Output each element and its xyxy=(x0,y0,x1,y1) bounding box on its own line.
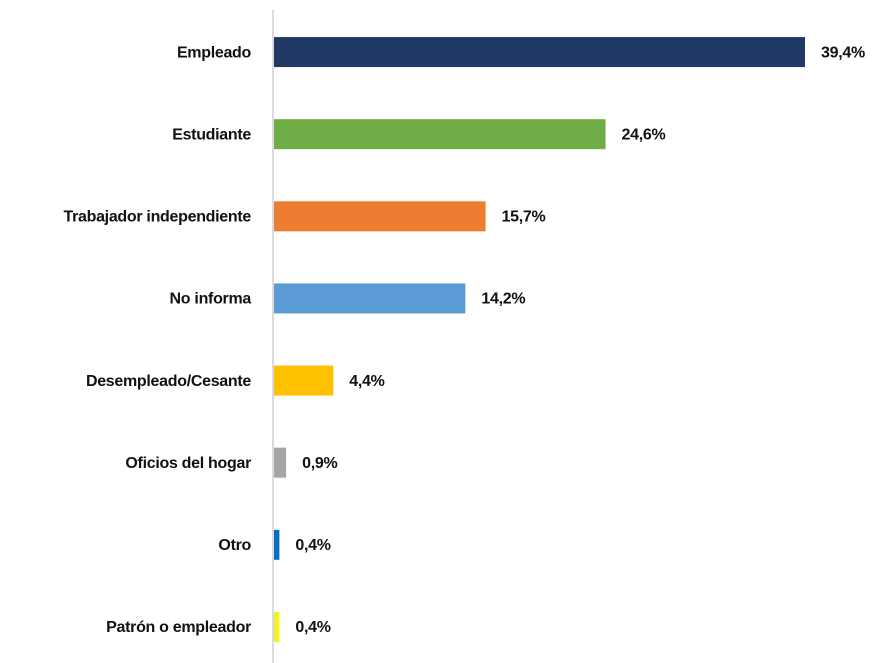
category-label: Patrón o empleador xyxy=(106,619,251,636)
category-label: Trabajador independiente xyxy=(63,209,251,226)
bar xyxy=(274,447,287,478)
category-label: Otro xyxy=(218,537,251,554)
category-label: Empleado xyxy=(177,44,252,61)
value-label: 0,9% xyxy=(302,455,337,472)
bar xyxy=(274,365,334,396)
value-label: 0,4% xyxy=(295,537,330,554)
category-label: No informa xyxy=(170,291,252,308)
bar xyxy=(274,283,466,314)
bar xyxy=(274,529,280,560)
value-label: 0,4% xyxy=(295,619,330,636)
bar xyxy=(274,119,606,150)
bar xyxy=(274,611,280,642)
value-label: 39,4% xyxy=(821,44,865,61)
value-label: 15,7% xyxy=(502,209,546,226)
value-label: 14,2% xyxy=(481,291,525,308)
value-label: 4,4% xyxy=(349,373,384,390)
category-label: Desempleado/Cesante xyxy=(86,373,251,390)
value-label: 24,6% xyxy=(622,126,666,143)
bar xyxy=(274,201,486,232)
category-label: Oficios del hogar xyxy=(125,455,251,472)
bar xyxy=(274,37,806,68)
category-label: Estudiante xyxy=(172,126,251,143)
